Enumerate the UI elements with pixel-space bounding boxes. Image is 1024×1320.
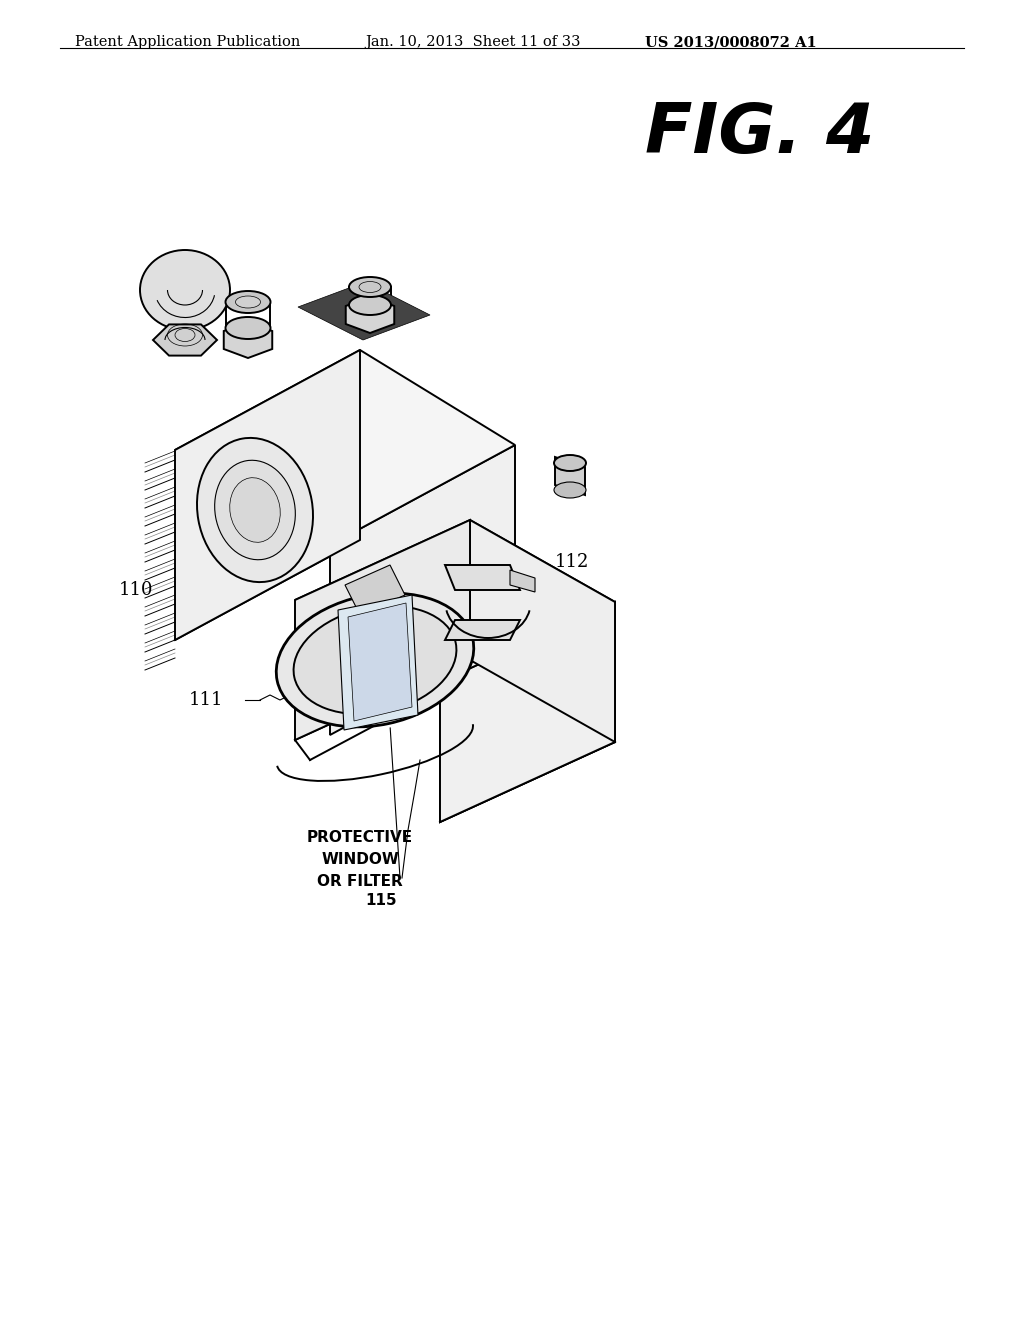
Ellipse shape (349, 294, 391, 315)
Ellipse shape (236, 296, 260, 308)
Polygon shape (345, 565, 406, 615)
Ellipse shape (349, 277, 391, 297)
Ellipse shape (554, 455, 586, 471)
Ellipse shape (225, 317, 270, 339)
Polygon shape (338, 595, 418, 730)
Ellipse shape (140, 249, 230, 330)
Polygon shape (445, 620, 520, 640)
Polygon shape (346, 297, 394, 333)
Polygon shape (175, 350, 360, 640)
Ellipse shape (276, 593, 474, 727)
Polygon shape (175, 350, 515, 545)
Polygon shape (153, 325, 217, 355)
Text: PROTECTIVE: PROTECTIVE (307, 830, 413, 845)
Polygon shape (445, 565, 520, 590)
Polygon shape (510, 570, 535, 591)
Polygon shape (298, 282, 430, 341)
Polygon shape (348, 603, 412, 721)
Ellipse shape (229, 478, 281, 543)
Polygon shape (440, 602, 615, 822)
Polygon shape (440, 602, 615, 822)
Text: 112: 112 (555, 553, 590, 572)
Text: WINDOW: WINDOW (322, 851, 399, 867)
Ellipse shape (225, 290, 270, 313)
Text: 111: 111 (188, 690, 223, 709)
Text: OR FILTER: OR FILTER (317, 874, 402, 888)
Text: FIG. 4: FIG. 4 (645, 100, 874, 168)
Text: 115: 115 (365, 894, 396, 908)
Text: Patent Application Publication: Patent Application Publication (75, 36, 300, 49)
Polygon shape (330, 445, 515, 735)
Ellipse shape (294, 606, 457, 714)
Ellipse shape (197, 438, 313, 582)
Polygon shape (470, 520, 615, 742)
Polygon shape (295, 520, 470, 741)
Polygon shape (295, 520, 615, 682)
Text: Jan. 10, 2013  Sheet 11 of 33: Jan. 10, 2013 Sheet 11 of 33 (365, 36, 581, 49)
Polygon shape (555, 457, 585, 495)
Ellipse shape (554, 482, 586, 498)
Polygon shape (224, 322, 272, 358)
Text: US 2013/0008072 A1: US 2013/0008072 A1 (645, 36, 817, 49)
Text: 110: 110 (119, 581, 153, 599)
Ellipse shape (215, 461, 295, 560)
